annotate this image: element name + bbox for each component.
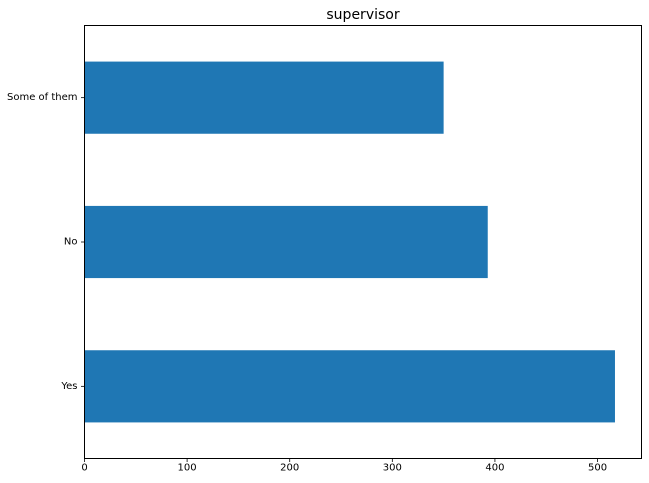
x-tick-label-400: 400 xyxy=(485,463,504,474)
y-tick-label-no: No xyxy=(64,237,78,248)
bar-some-of-them xyxy=(84,61,444,134)
bar-no xyxy=(84,205,488,279)
chart-title: supervisor xyxy=(326,7,399,23)
x-tick-label-500: 500 xyxy=(588,463,607,474)
x-tick-label-300: 300 xyxy=(383,463,402,474)
x-tick-label-200: 200 xyxy=(280,463,299,474)
plot-frame xyxy=(84,25,642,459)
x-tick-label-0: 0 xyxy=(81,463,87,474)
bar-yes xyxy=(84,350,615,423)
y-tick-label-yes: Yes xyxy=(60,381,77,392)
y-axis-ticks: Yes No Some of them xyxy=(7,92,85,392)
x-axis-ticks: 0 100 200 300 400 500 xyxy=(81,458,607,474)
y-tick-label-some-of-them: Some of them xyxy=(7,92,78,103)
bars-group xyxy=(84,61,615,423)
x-tick-label-100: 100 xyxy=(178,463,197,474)
